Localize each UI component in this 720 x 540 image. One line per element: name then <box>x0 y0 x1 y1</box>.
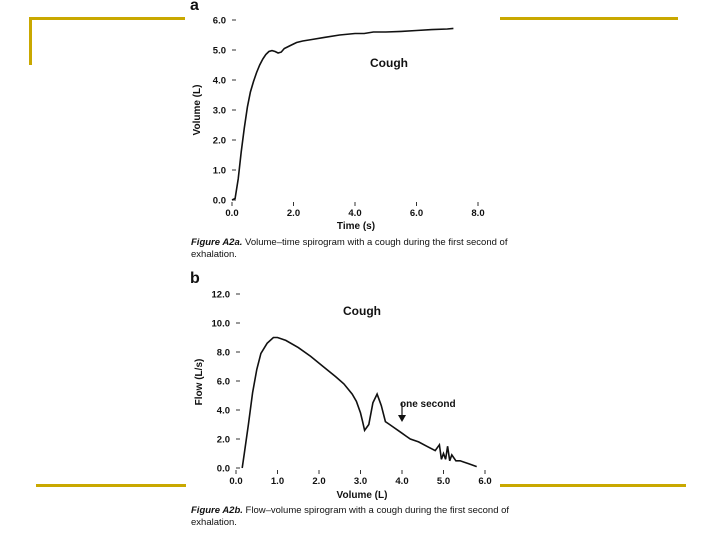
x-axis-label-a: Time (s) <box>337 221 375 232</box>
x-axis-label-b: Volume (L) <box>337 490 388 501</box>
x-tick-label-b: 4.0 <box>395 476 408 487</box>
accent-line-bottom-right <box>500 484 686 487</box>
x-tick-label-b: 3.0 <box>354 476 367 487</box>
caption-b-text: Flow–volume spirogram with a cough durin… <box>191 505 510 528</box>
x-tick-label-a: 0.0 <box>225 208 238 219</box>
accent-line-left-vertical <box>29 17 32 65</box>
accent-line-top-right <box>500 17 678 20</box>
flow-volume-chart: b Flow (L/s) Volume (L) Cough one second… <box>190 270 492 501</box>
caption-a-text: Volume–time spirogram with a cough durin… <box>191 237 508 260</box>
caption-a: Figure A2a. Volume–time spirogram with a… <box>191 237 521 261</box>
one-second-arrow-head <box>398 415 406 423</box>
caption-b-label: Figure A2b. <box>191 505 243 516</box>
x-tick-label-a: 6.0 <box>410 208 423 219</box>
y-tick-label-b: 10.0 <box>212 319 231 330</box>
x-tick-label-a: 8.0 <box>471 208 484 219</box>
y-ticks-a: 0.0 1.0 2.0 3.0 4.0 5.0 6.0 <box>213 16 236 207</box>
y-tick-label-b: 8.0 <box>217 348 230 359</box>
y-tick-label-a: 2.0 <box>213 136 226 147</box>
x-tick-label-a: 4.0 <box>348 208 361 219</box>
y-tick-label-a: 4.0 <box>213 76 226 87</box>
x-tick-label-b: 5.0 <box>437 476 450 487</box>
one-second-annotation: one second <box>400 399 456 410</box>
accent-line-bottom-left <box>36 484 186 487</box>
y-axis-label-a: Volume (L) <box>192 85 203 136</box>
y-tick-label-b: 2.0 <box>217 435 230 446</box>
y-ticks-b: 0.0 2.0 4.0 6.0 8.0 10.0 12.0 <box>212 290 240 475</box>
x-tick-label-a: 2.0 <box>287 208 300 219</box>
x-ticks-b: 0.0 1.0 2.0 3.0 4.0 5.0 6.0 <box>229 470 492 487</box>
y-tick-label-a: 0.0 <box>213 196 226 207</box>
y-tick-label-b: 4.0 <box>217 406 230 417</box>
y-tick-label-a: 5.0 <box>213 46 226 57</box>
x-tick-label-b: 2.0 <box>312 476 325 487</box>
y-tick-label-a: 1.0 <box>213 166 226 177</box>
series-line-flow <box>241 336 477 469</box>
y-tick-label-a: 6.0 <box>213 16 226 27</box>
y-axis-label-b: Flow (L/s) <box>194 359 205 406</box>
y-tick-label-b: 12.0 <box>212 290 231 301</box>
caption-b: Figure A2b. Flow–volume spirogram with a… <box>191 505 521 529</box>
series-line-volume <box>231 27 454 201</box>
panel-letter-a: a <box>190 0 199 14</box>
caption-a-label: Figure A2a. <box>191 237 243 248</box>
x-tick-label-b: 0.0 <box>229 476 242 487</box>
x-tick-label-b: 1.0 <box>271 476 284 487</box>
x-tick-label-b: 6.0 <box>478 476 491 487</box>
cough-annotation-a: Cough <box>370 56 408 70</box>
y-tick-label-b: 6.0 <box>217 377 230 388</box>
y-tick-label-b: 0.0 <box>217 464 230 475</box>
x-ticks-a: 0.0 2.0 4.0 6.0 8.0 <box>225 202 485 219</box>
cough-annotation-b: Cough <box>343 304 381 318</box>
y-tick-label-a: 3.0 <box>213 106 226 117</box>
volume-time-chart: a Volume (L) Time (s) Cough 0.0 1.0 2.0 3.0… <box>190 0 485 232</box>
accent-line-top-left <box>29 17 185 20</box>
panel-letter-b: b <box>190 270 200 287</box>
